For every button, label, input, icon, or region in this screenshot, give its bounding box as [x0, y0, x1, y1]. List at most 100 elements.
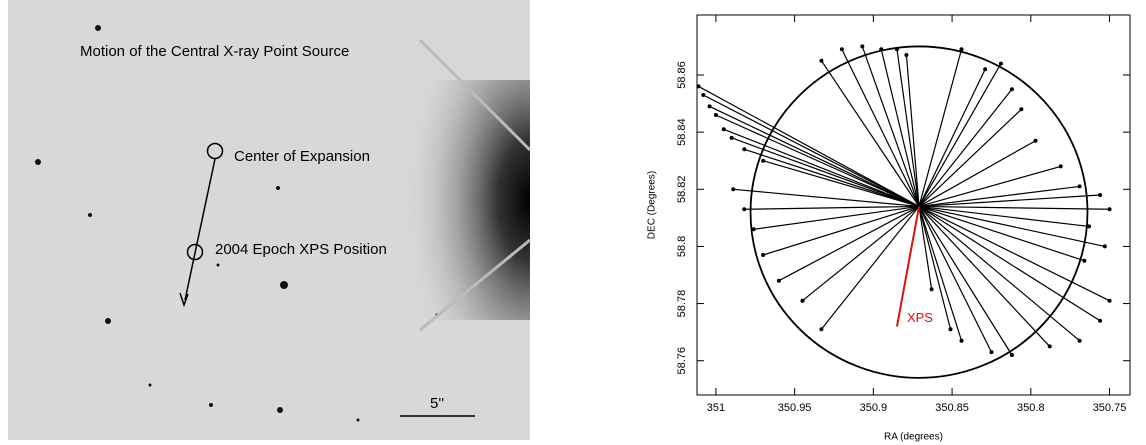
star: [277, 407, 283, 413]
star: [209, 403, 213, 407]
image-label: Center of Expansion: [234, 148, 370, 165]
vector: [918, 206, 992, 353]
x-axis-label: RA (degrees): [884, 432, 943, 443]
vector: [918, 205, 1090, 228]
vector-tip: [1009, 87, 1014, 92]
vector: [762, 160, 920, 208]
vector: [762, 205, 920, 256]
vector-tip: [819, 58, 824, 63]
vector-tip: [929, 287, 934, 292]
x-tick-label: 350.95: [778, 402, 812, 414]
vector: [918, 205, 1110, 302]
vector: [698, 85, 920, 207]
vector: [918, 205, 1101, 322]
star: [356, 418, 360, 422]
vector: [733, 188, 920, 208]
vector: [778, 205, 920, 282]
vector-tip: [1058, 164, 1063, 169]
vector: [918, 205, 1105, 248]
motion-arrow: [184, 158, 216, 301]
image-title: Motion of the Central X-ray Point Source: [80, 43, 349, 60]
vector: [861, 46, 920, 207]
vector-tip: [696, 84, 701, 89]
xps-label: XPS: [907, 310, 933, 325]
star: [276, 186, 280, 190]
star: [35, 159, 41, 165]
vector-tip: [707, 104, 712, 109]
vector: [723, 128, 920, 207]
vector: [918, 63, 1002, 207]
vector: [703, 94, 920, 207]
vector: [918, 205, 1085, 262]
star: [216, 263, 220, 267]
vector-tip: [761, 158, 766, 163]
vector: [918, 206, 933, 290]
vector-tip: [904, 53, 909, 57]
vector: [905, 54, 920, 207]
vector: [802, 205, 920, 302]
vector: [918, 206, 963, 341]
vector: [918, 206, 1051, 347]
vector-tip: [1077, 338, 1082, 343]
vector: [820, 206, 920, 330]
y-axis-label: DEC (Degrees): [647, 171, 658, 239]
y-tick-label: 58.84: [676, 118, 688, 146]
vector-tip: [701, 93, 706, 97]
vector-tip: [1019, 107, 1024, 112]
vector: [709, 105, 920, 207]
x-tick-label: 350.8: [1017, 402, 1045, 414]
star: [95, 25, 101, 31]
vector-tip: [839, 47, 844, 52]
vector: [918, 206, 1013, 356]
vector-tip: [776, 278, 781, 283]
x-tick-label: 351: [707, 402, 725, 414]
vector: [918, 140, 1036, 207]
vector: [918, 69, 986, 207]
vector-tip: [713, 113, 718, 117]
diffraction-spike: [419, 238, 531, 332]
vector-tip: [998, 61, 1003, 66]
vector-tip: [731, 187, 736, 192]
vector-tip: [860, 44, 865, 49]
y-tick-label: 58.78: [676, 290, 688, 318]
vector-tip: [729, 135, 734, 140]
vector-tip: [761, 253, 766, 257]
vector: [918, 205, 1080, 342]
vector: [918, 194, 1101, 208]
vector-tip: [1102, 244, 1107, 249]
vector-tip: [1087, 224, 1092, 229]
vector: [841, 49, 920, 207]
vector-tip: [819, 327, 824, 332]
vector-tip: [1098, 193, 1103, 197]
y-tick-label: 58.86: [676, 61, 688, 89]
vector-tip: [983, 67, 988, 72]
center-marker: [206, 142, 224, 160]
boundary-circle: [749, 45, 1089, 379]
vector: [880, 49, 920, 207]
y-tick-label: 58.76: [676, 347, 688, 375]
star: [148, 383, 152, 387]
vector: [918, 49, 963, 207]
xps-vector: [895, 206, 920, 327]
image-label: 2004 Epoch XPS Position: [215, 241, 387, 258]
vector: [918, 88, 1013, 207]
vector-tip: [959, 338, 964, 343]
vector-tip: [1098, 318, 1103, 323]
vector-tip: [1107, 298, 1112, 303]
vector-tip: [1107, 207, 1112, 212]
x-tick-label: 350.85: [935, 402, 969, 414]
vector-tip: [1033, 138, 1038, 143]
star: [88, 213, 92, 217]
vector: [918, 108, 1022, 207]
x-tick-label: 350.75: [1093, 402, 1127, 414]
vector: [918, 185, 1080, 208]
vector-tip: [721, 127, 726, 132]
vector: [744, 205, 920, 210]
image-panel: Motion of the Central X-ray Point Source…: [8, 0, 532, 440]
vector-tip: [948, 327, 953, 332]
stars: [35, 25, 439, 422]
vector-tip: [1047, 344, 1052, 349]
star: [105, 318, 111, 324]
